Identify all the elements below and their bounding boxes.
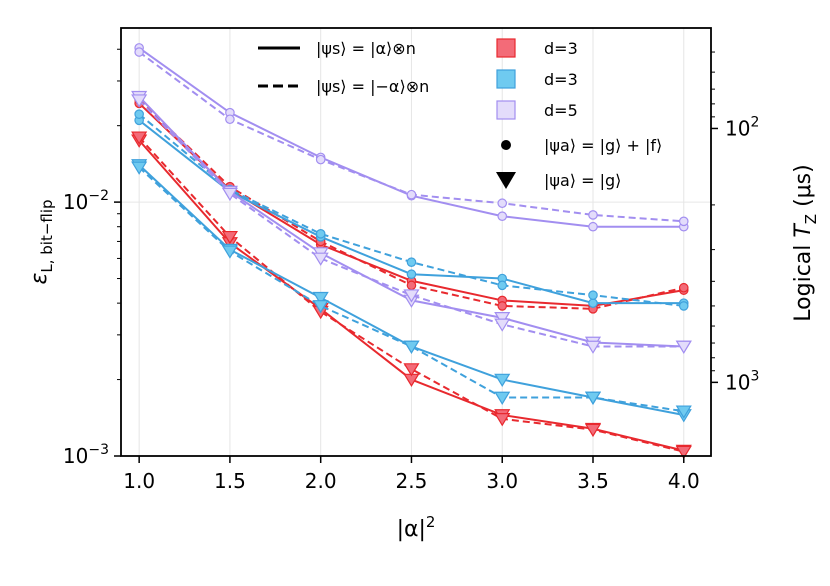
y-tick-label: 10−3: [63, 442, 109, 468]
data-point: [584, 423, 602, 438]
data-point: [588, 221, 598, 232]
data-point: [497, 198, 508, 209]
right-axis-label-symbol: T: [791, 223, 816, 238]
data-point: [406, 280, 417, 291]
data-point: [494, 391, 511, 405]
x-tick-label: 1.5: [214, 469, 246, 493]
legend-swatch: [496, 38, 516, 58]
right-axis-tick-label: 102: [725, 114, 759, 140]
series: [131, 94, 692, 354]
data-point: [221, 187, 238, 202]
y-axis-label-subscript: L, bit−flip: [38, 199, 56, 272]
data-point: [497, 211, 508, 222]
data-point: [131, 94, 148, 108]
data-point: [678, 282, 689, 293]
y-axis-label: εL, bit−flip: [27, 199, 56, 284]
data-point: [134, 109, 144, 119]
data-point: [588, 290, 598, 300]
data-point: [134, 47, 144, 57]
x-tick-label: 4.0: [668, 469, 700, 493]
data-point: [221, 230, 238, 245]
data-point: [403, 340, 420, 354]
data-point: [494, 312, 511, 326]
x-axis-label-base: |α|: [397, 517, 426, 542]
legend-triangle-marker: [496, 172, 516, 189]
x-axis-label: |α|2: [397, 513, 436, 542]
legend-swatch: [496, 100, 516, 120]
x-tick-label: 2.0: [305, 469, 337, 493]
data-point: [315, 154, 326, 165]
legend-circle-marker: [501, 140, 511, 150]
right-axis-label-subscript: Z: [802, 214, 820, 224]
data-point: [675, 340, 692, 354]
data-point: [675, 405, 692, 419]
data-point: [678, 216, 689, 227]
data-point: [497, 280, 508, 291]
y-tick-label: 10−2: [63, 188, 109, 214]
y-axis-label-epsilon: ε: [27, 273, 52, 285]
legend-swatch: [496, 69, 516, 89]
series: [131, 161, 692, 419]
data-point: [131, 161, 148, 175]
data-point: [494, 373, 511, 388]
x-tick-label: 3.0: [486, 469, 518, 493]
data-point: [312, 300, 329, 314]
x-axis-label-exponent: 2: [426, 513, 436, 531]
legend-line-text: |ψs⟩ = |α⟩⊗n: [316, 39, 416, 58]
right-axis-label-unit: (μs): [791, 164, 816, 214]
x-tick-label: 3.5: [577, 469, 609, 493]
legend: |ψs⟩ = |α⟩⊗n |ψs⟩ = |−α⟩⊗n d=3 d=3 d=5 |ψa⟩ =…: [258, 38, 662, 190]
data-point: [403, 363, 420, 377]
legend-marker-text: |ψa⟩ = |g⟩ + |f⟩: [544, 136, 662, 155]
legend-label: d=3: [544, 70, 578, 89]
axes: 1.0 1.5 2.0 2.5 3.0 3.5 4.0 10−2 10−3 102 103: [63, 48, 759, 493]
data-point: [221, 245, 238, 259]
right-axis-label-text: Logical: [791, 238, 816, 322]
x-tick-label: 2.5: [396, 469, 428, 493]
legend-line-text: |ψs⟩ = |−α⟩⊗n: [316, 77, 429, 96]
data-point: [312, 252, 329, 266]
data-point: [494, 318, 511, 332]
data-point: [497, 301, 508, 311]
data-point: [315, 229, 326, 239]
series-layer: [131, 43, 692, 460]
legend-label: d=3: [544, 39, 578, 58]
data-point: [406, 269, 417, 280]
legend-marker-text: |ψa⟩ = |g⟩: [544, 171, 621, 190]
data-point: [584, 340, 602, 354]
legend-label: d=5: [544, 101, 578, 120]
data-point: [675, 445, 692, 460]
data-point: [406, 257, 417, 267]
data-point: [403, 289, 420, 303]
data-point: [131, 131, 148, 145]
data-point: [406, 189, 417, 200]
series: [134, 47, 689, 227]
data-point: [588, 298, 598, 308]
right-axis-label: Logical TZ (μs): [791, 164, 820, 321]
data-point: [588, 210, 598, 220]
data-point: [494, 413, 511, 427]
plot-frame: [120, 27, 712, 457]
data-point: [584, 391, 602, 405]
data-point: [225, 114, 235, 125]
data-point: [312, 291, 329, 306]
x-tick-label: 1.0: [123, 469, 155, 493]
right-axis-tick-label: 103: [725, 368, 759, 394]
data-point: [678, 301, 689, 311]
